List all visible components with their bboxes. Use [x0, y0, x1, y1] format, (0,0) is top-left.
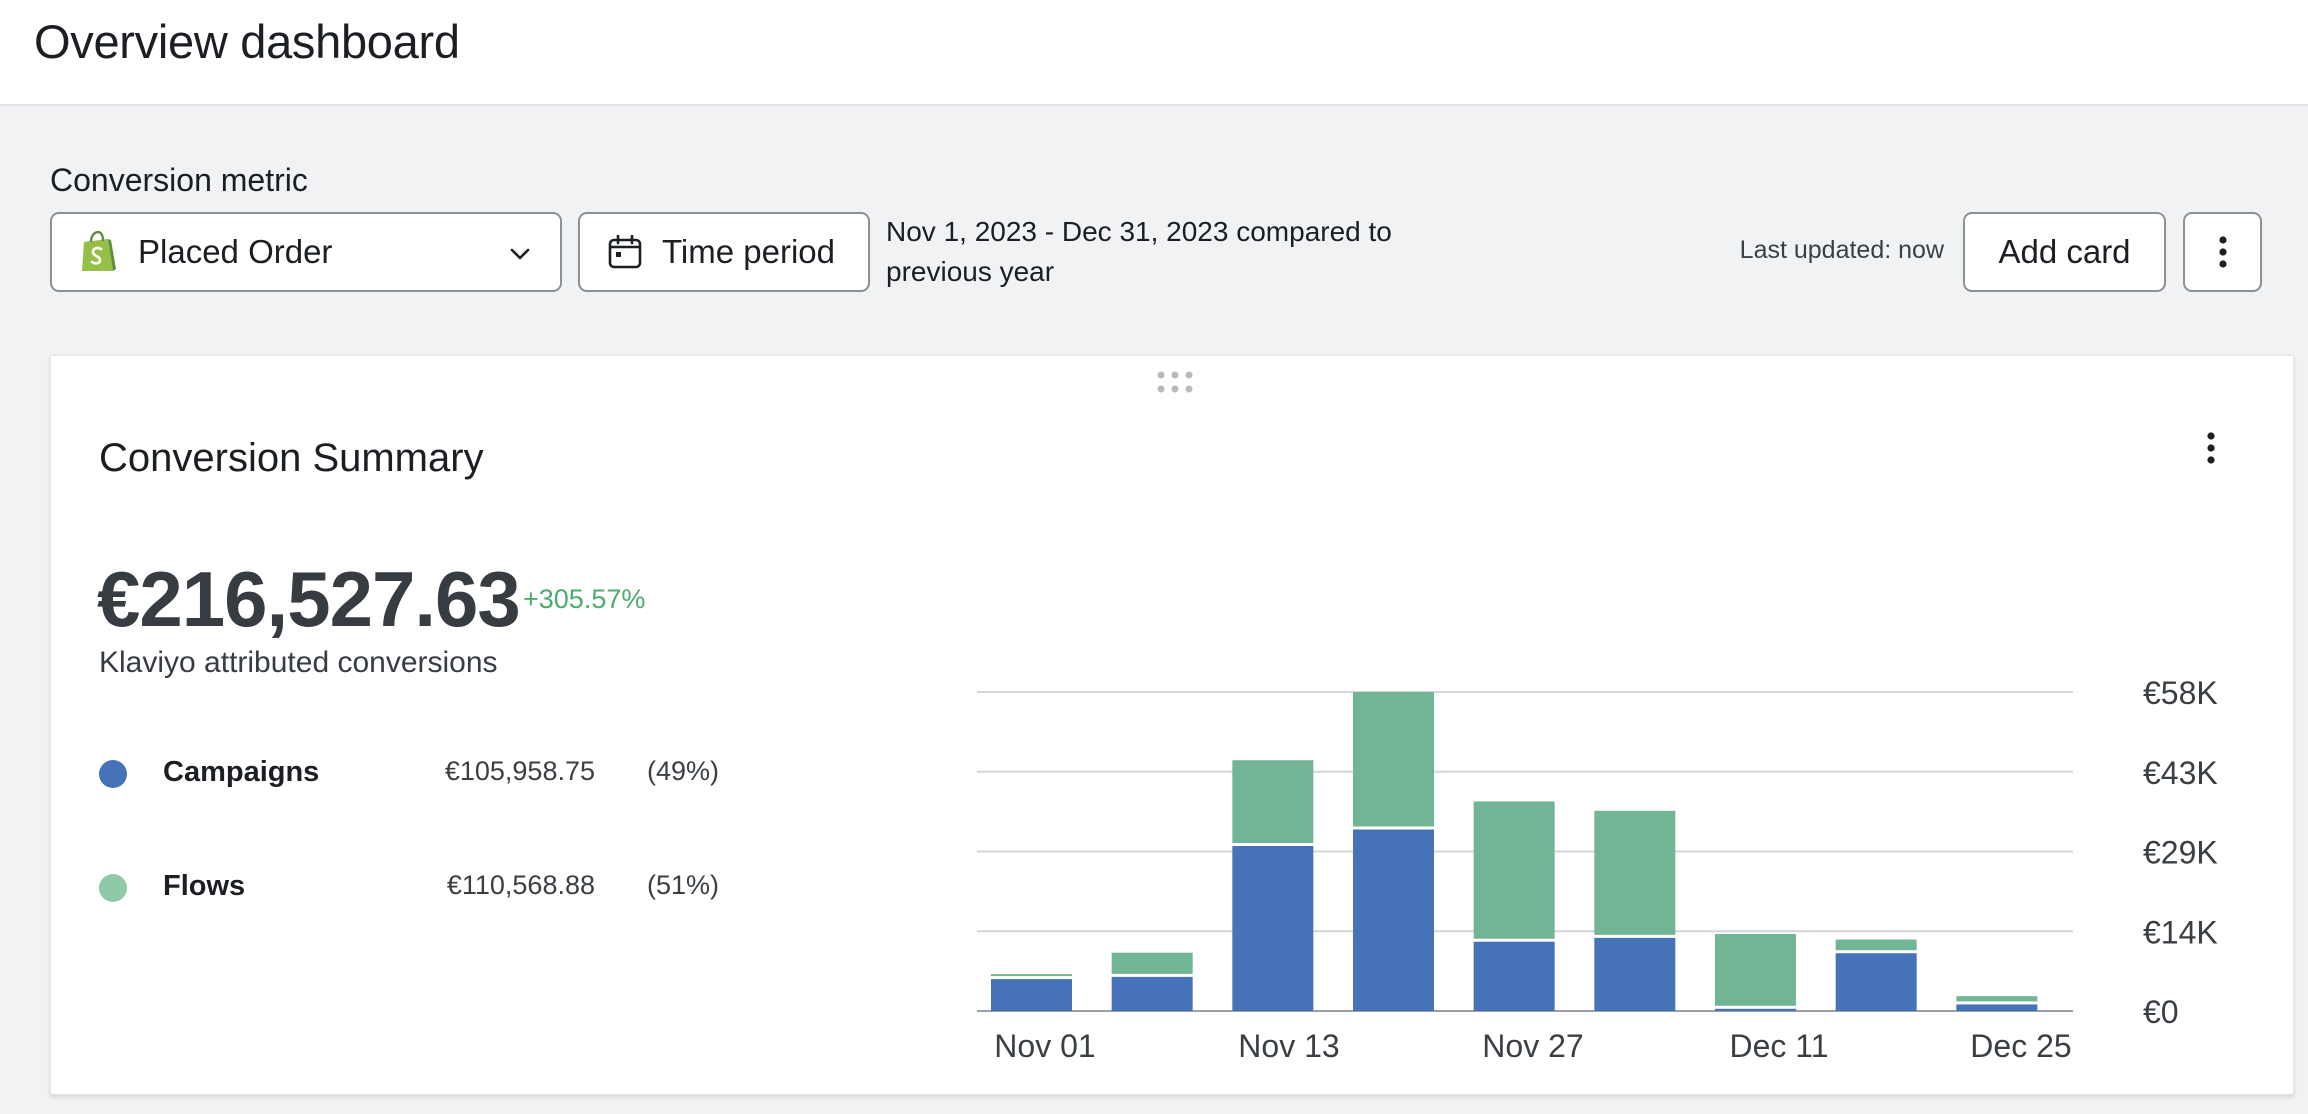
more-vertical-icon: [2218, 236, 2227, 268]
conversion-metric-label: Conversion metric: [50, 162, 308, 198]
flows-bar: [991, 974, 1072, 977]
add-card-button[interactable]: Add card: [1963, 212, 2166, 292]
legend-row-flows: Flows €110,568.88 (51%): [99, 868, 719, 908]
time-period-label: Time period: [662, 233, 836, 270]
flows-bar: [1353, 692, 1434, 827]
flows-bar: [1956, 996, 2038, 1002]
x-tick-label: Nov 01: [994, 1028, 1095, 1064]
drag-handle-icon[interactable]: [1155, 368, 1195, 396]
flows-dot: [99, 874, 127, 902]
y-tick-label: €29K: [2143, 835, 2218, 871]
flows-bar: [1715, 934, 1796, 1006]
flows-bar: [1835, 939, 1917, 951]
chevron-down-icon: [510, 248, 530, 260]
conversion-summary-card: Conversion Summary €216,527.63 +305.57% …: [50, 355, 2294, 1095]
period-description: Nov 1, 2023 - Dec 31, 2023 compared to p…: [886, 216, 1392, 287]
y-tick-label: €14K: [2143, 914, 2218, 950]
total-conversion-label: Klaviyo attributed conversions: [99, 646, 498, 679]
conversion-bar-chart: €0 €14K €29K €43K €58K Nov 01 Nov 13 Nov 27 Dec …: [977, 675, 2218, 1064]
card-title: Conversion Summary: [99, 436, 484, 480]
x-tick-label: Dec 11: [1729, 1028, 1828, 1064]
campaigns-bar: [1232, 846, 1314, 1011]
x-tick-label: Nov 27: [1482, 1028, 1583, 1064]
campaigns-bar: [1594, 937, 1676, 1011]
last-updated-text: Last updated: now: [1739, 236, 1944, 264]
campaigns-bar: [1956, 1004, 2038, 1011]
more-vertical-icon[interactable]: [2201, 428, 2221, 468]
flows-bar: [1232, 760, 1314, 843]
flows-bar: [1473, 801, 1555, 939]
total-conversion-value: €216,527.63: [97, 555, 521, 643]
legend-amount: €110,568.88: [446, 870, 595, 900]
page-title: Overview dashboard: [34, 15, 460, 68]
campaigns-bar: [1715, 1008, 1796, 1011]
conversion-metric-value: Placed Order: [138, 233, 333, 270]
legend-percent: (51%): [646, 870, 719, 900]
top-bar: Overview dashboard: [0, 0, 2308, 106]
legend-row-campaigns: Campaigns €105,958.75 (49%): [99, 754, 719, 794]
x-tick-label: Nov 13: [1238, 1028, 1339, 1064]
flows-bar: [1594, 810, 1676, 935]
y-tick-label: €43K: [2143, 755, 2218, 791]
x-tick-label: Dec 25: [1970, 1028, 2071, 1064]
legend-percent: (49%): [646, 756, 719, 786]
legend-name: Campaigns: [163, 756, 320, 788]
campaigns-bar: [991, 979, 1072, 1011]
legend-name: Flows: [163, 870, 246, 902]
campaigns-bar: [1111, 976, 1193, 1011]
campaigns-dot: [99, 760, 127, 788]
shopify-bag-icon: [82, 231, 116, 271]
flows-bar: [1111, 952, 1193, 974]
time-period-button[interactable]: Time period: [578, 212, 870, 292]
change-percentage: +305.57%: [523, 584, 646, 614]
conversion-metric-select[interactable]: Placed Order: [50, 212, 562, 292]
campaigns-bar: [1353, 829, 1434, 1011]
legend-amount: €105,958.75: [444, 756, 595, 786]
page-more-button[interactable]: [2183, 212, 2262, 292]
campaigns-bar: [1473, 941, 1555, 1011]
y-tick-label: €0: [2143, 994, 2179, 1030]
y-tick-label: €58K: [2143, 675, 2218, 711]
calendar-icon: [608, 235, 642, 269]
campaigns-bar: [1835, 953, 1917, 1011]
